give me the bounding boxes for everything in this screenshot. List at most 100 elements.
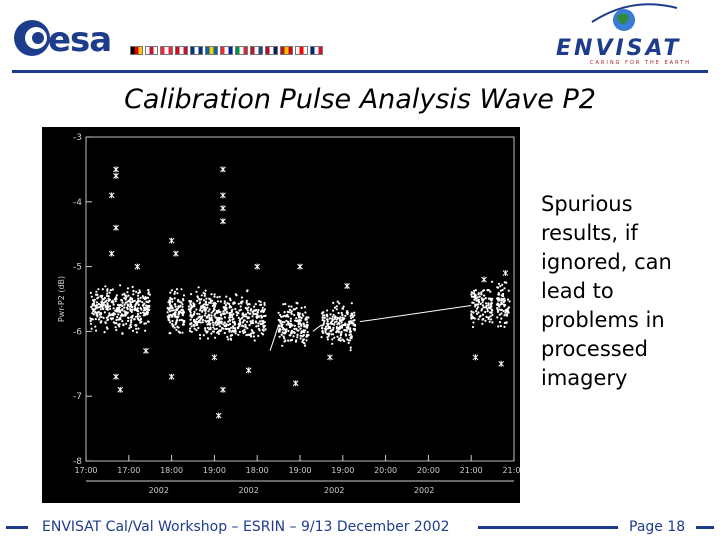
data-point <box>506 298 510 301</box>
x-tick-label: 21:00 <box>460 466 483 475</box>
data-point <box>349 346 352 349</box>
data-point <box>99 308 102 311</box>
data-point <box>297 314 300 318</box>
data-point <box>218 295 221 298</box>
data-point <box>350 335 353 338</box>
data-point <box>477 311 480 314</box>
data-point <box>475 303 478 306</box>
data-point <box>503 314 506 317</box>
data-point <box>503 297 506 300</box>
data-point <box>189 307 192 310</box>
data-point <box>240 300 243 303</box>
data-point <box>128 327 131 330</box>
data-point <box>326 324 329 327</box>
flag-icon <box>130 46 143 55</box>
data-point <box>293 324 296 327</box>
data-point <box>222 310 225 313</box>
data-point <box>193 310 196 313</box>
data-point <box>254 303 257 306</box>
data-point <box>223 302 226 305</box>
data-point <box>248 324 251 327</box>
data-point <box>255 325 258 328</box>
data-point <box>178 319 181 322</box>
data-point <box>103 296 106 299</box>
data-point <box>134 303 137 306</box>
data-point <box>139 312 142 315</box>
flag-icon <box>175 46 188 55</box>
data-point <box>258 315 261 318</box>
data-point <box>147 296 150 299</box>
data-point <box>345 311 348 314</box>
data-point <box>196 296 199 299</box>
data-point <box>205 320 208 323</box>
data-point <box>497 282 501 285</box>
x-date-label: 2002 <box>238 486 258 495</box>
data-point <box>189 327 192 330</box>
data-point <box>180 318 183 321</box>
data-point <box>94 325 97 328</box>
data-point <box>490 311 493 314</box>
data-point <box>115 294 118 297</box>
flag-icon <box>220 46 233 55</box>
data-point <box>305 316 308 319</box>
data-point <box>121 309 124 312</box>
data-point <box>499 285 502 288</box>
data-point <box>105 316 108 319</box>
data-point <box>349 333 352 336</box>
data-point <box>470 291 473 294</box>
data-point <box>250 329 253 332</box>
data-point <box>97 288 100 291</box>
data-point <box>213 295 216 298</box>
data-point <box>99 321 102 324</box>
data-point <box>484 297 487 300</box>
data-point <box>257 309 260 312</box>
data-point <box>502 303 505 306</box>
data-point <box>254 309 257 312</box>
data-point <box>121 301 124 304</box>
data-point <box>234 332 237 335</box>
data-point <box>289 320 292 323</box>
data-point <box>299 327 302 330</box>
data-point <box>177 312 180 316</box>
data-point <box>472 311 475 314</box>
data-point <box>175 321 178 324</box>
data-point <box>336 335 339 338</box>
data-point <box>341 316 344 319</box>
data-point <box>235 311 238 314</box>
data-point <box>259 300 262 303</box>
data-point <box>202 291 205 294</box>
outlier-point <box>108 250 115 257</box>
data-point <box>507 311 510 314</box>
data-point <box>102 301 105 304</box>
data-point <box>230 334 234 337</box>
data-point <box>295 301 298 304</box>
data-point <box>278 330 281 333</box>
data-point <box>113 313 116 316</box>
data-point <box>246 320 249 323</box>
data-point <box>302 322 305 325</box>
data-point <box>124 301 127 304</box>
data-point <box>105 326 108 329</box>
data-point <box>212 330 215 333</box>
data-point <box>474 305 477 308</box>
data-point <box>101 288 104 291</box>
data-point <box>497 303 500 306</box>
outlier-point <box>327 354 333 361</box>
data-point <box>491 321 494 324</box>
data-point <box>238 330 241 333</box>
data-point <box>195 329 198 332</box>
data-point <box>475 307 479 310</box>
data-point <box>286 313 289 316</box>
data-point <box>144 308 147 311</box>
data-point <box>229 322 232 326</box>
data-point <box>340 325 343 329</box>
data-point <box>169 304 173 307</box>
data-point <box>297 313 300 316</box>
data-point <box>97 318 101 321</box>
slide-title: Calibration Pulse Analysis Wave P2 <box>124 84 596 115</box>
data-point <box>287 322 290 325</box>
data-point <box>340 321 343 324</box>
data-point <box>199 337 202 340</box>
data-point <box>135 301 138 304</box>
data-point <box>248 302 251 306</box>
